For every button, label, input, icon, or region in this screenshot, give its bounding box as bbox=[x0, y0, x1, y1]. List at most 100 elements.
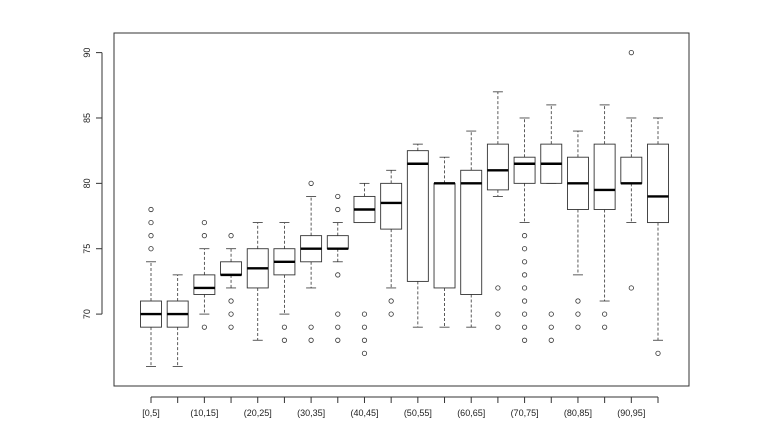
outlier-point bbox=[335, 311, 341, 317]
outlier-point bbox=[655, 350, 661, 356]
y-axis: 70 75 80 85 90 bbox=[82, 48, 103, 319]
x-tick-label: (40,45] bbox=[350, 408, 378, 418]
outlier-point bbox=[575, 324, 581, 330]
outlier-point bbox=[575, 311, 581, 317]
outlier-point bbox=[521, 324, 528, 330]
box-(20,25] bbox=[246, 222, 269, 341]
outlier-point bbox=[361, 324, 368, 330]
x-tick-label: (70,75] bbox=[511, 408, 539, 418]
y-tick-label: 75 bbox=[82, 244, 92, 254]
outlier-point bbox=[308, 337, 314, 343]
box-[0,5] bbox=[140, 206, 162, 367]
outlier-point bbox=[548, 337, 554, 343]
x-tick-label: (90,95] bbox=[617, 408, 645, 418]
outlier-point bbox=[521, 311, 528, 317]
outlier-point bbox=[628, 285, 634, 291]
box-iqr bbox=[326, 235, 349, 250]
outlier-point bbox=[495, 311, 501, 317]
box-iqr bbox=[486, 143, 509, 191]
x-axis: [0,5] (10,15] (20,25] (30,35] (40,45] (50,55]… bbox=[142, 396, 659, 418]
box-(30,35] bbox=[300, 180, 323, 343]
y-tick-label: 85 bbox=[82, 113, 92, 123]
outlier-point bbox=[521, 272, 528, 278]
outlier-point bbox=[148, 246, 154, 252]
y-tick-label: 80 bbox=[82, 178, 92, 188]
box-(10,15] bbox=[193, 219, 216, 330]
box-iqr bbox=[513, 156, 536, 184]
outlier-point bbox=[281, 337, 288, 343]
outlier-point bbox=[521, 337, 528, 343]
x-tick-label: (50,55] bbox=[404, 408, 432, 418]
outlier-point bbox=[335, 272, 341, 278]
outlier-point bbox=[361, 350, 368, 356]
outlier-point bbox=[201, 219, 207, 226]
outlier-point bbox=[228, 298, 234, 304]
outlier-point bbox=[335, 193, 341, 200]
outlier-point bbox=[575, 298, 581, 304]
x-tick-label: (10,15] bbox=[190, 408, 218, 418]
box-(50,55] bbox=[406, 143, 429, 328]
boxes-group bbox=[140, 50, 669, 367]
box-(55,60] bbox=[433, 156, 456, 328]
outlier-point bbox=[361, 311, 368, 317]
x-tick-label: (80,85] bbox=[564, 408, 592, 418]
outlier-point bbox=[495, 285, 501, 291]
box-(85,90] bbox=[593, 104, 616, 330]
outlier-point bbox=[548, 324, 554, 330]
y-tick-label: 90 bbox=[82, 48, 92, 58]
outlier-point bbox=[335, 206, 341, 213]
outlier-point bbox=[628, 50, 634, 56]
box-(35,40] bbox=[326, 193, 349, 343]
box-(45,50] bbox=[380, 169, 403, 317]
box-(75,80] bbox=[540, 104, 563, 343]
box-(70,75] bbox=[513, 117, 536, 343]
box-iqr bbox=[193, 274, 216, 295]
box-iqr bbox=[380, 182, 403, 230]
outlier-point bbox=[335, 337, 341, 343]
box-(5,10] bbox=[166, 274, 189, 367]
outlier-point bbox=[521, 259, 528, 265]
outlier-point bbox=[148, 233, 154, 239]
outlier-point bbox=[201, 233, 207, 239]
box-iqr bbox=[647, 143, 669, 224]
outlier-point bbox=[602, 324, 608, 330]
x-tick-label: (60,65] bbox=[457, 408, 485, 418]
plot-frame bbox=[113, 32, 690, 387]
box-(60,65] bbox=[460, 130, 483, 328]
box-(40,45] bbox=[353, 182, 376, 356]
outlier-point bbox=[308, 180, 314, 186]
outlier-point bbox=[228, 233, 234, 239]
box-(25,30] bbox=[273, 222, 296, 343]
box-iqr bbox=[593, 143, 616, 210]
outlier-point bbox=[548, 311, 554, 317]
box-iqr bbox=[433, 182, 456, 289]
x-tick-label: [0,5] bbox=[142, 408, 160, 418]
outlier-point bbox=[521, 298, 528, 304]
outlier-point bbox=[388, 298, 394, 304]
outlier-point bbox=[335, 324, 341, 330]
outlier-point bbox=[521, 246, 528, 252]
outlier-point bbox=[521, 285, 528, 291]
outlier-point bbox=[148, 206, 154, 213]
box-iqr bbox=[406, 150, 429, 282]
outlier-point bbox=[228, 311, 234, 317]
box-(80,85] bbox=[566, 130, 589, 330]
outlier-point bbox=[281, 324, 288, 330]
x-tick-label: (20,25] bbox=[244, 408, 272, 418]
box-iqr bbox=[620, 156, 643, 184]
outlier-point bbox=[361, 337, 368, 343]
outlier-point bbox=[308, 324, 314, 330]
x-tick-label: (30,35] bbox=[297, 408, 325, 418]
outlier-point bbox=[602, 311, 608, 317]
box-(15,20] bbox=[220, 233, 243, 330]
outlier-point bbox=[148, 219, 154, 226]
outlier-point bbox=[201, 324, 207, 330]
box-(65,70] bbox=[486, 91, 509, 330]
outlier-point bbox=[495, 324, 501, 330]
outlier-point bbox=[388, 311, 394, 317]
box-iqr bbox=[460, 169, 483, 295]
y-tick-label: 70 bbox=[82, 309, 92, 319]
box-(95,100] bbox=[647, 117, 669, 356]
box-iqr bbox=[220, 261, 243, 276]
